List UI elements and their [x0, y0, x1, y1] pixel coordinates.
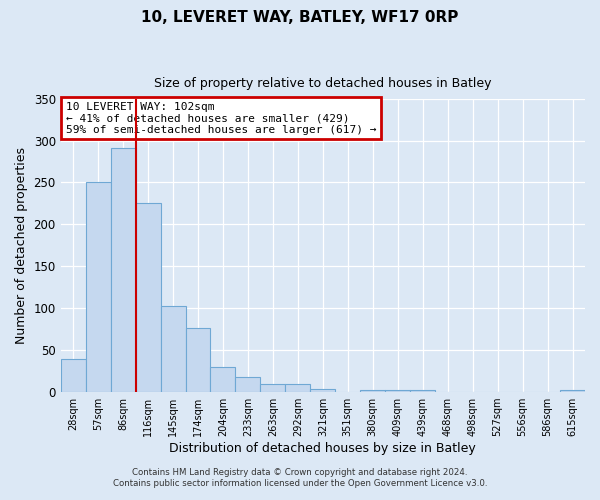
Bar	[86, 182, 110, 392]
Bar	[61, 360, 86, 392]
Text: Contains HM Land Registry data © Crown copyright and database right 2024.
Contai: Contains HM Land Registry data © Crown c…	[113, 468, 487, 487]
Bar	[211, 367, 235, 392]
Bar	[235, 377, 260, 392]
Bar	[185, 328, 211, 392]
Text: 10, LEVERET WAY, BATLEY, WF17 0RP: 10, LEVERET WAY, BATLEY, WF17 0RP	[142, 10, 458, 25]
Title: Size of property relative to detached houses in Batley: Size of property relative to detached ho…	[154, 78, 491, 90]
Text: 10 LEVERET WAY: 102sqm
← 41% of detached houses are smaller (429)
59% of semi-de: 10 LEVERET WAY: 102sqm ← 41% of detached…	[66, 102, 376, 134]
Y-axis label: Number of detached properties: Number of detached properties	[15, 147, 28, 344]
Bar	[110, 148, 136, 392]
Bar	[560, 390, 585, 392]
Bar	[410, 390, 435, 392]
Bar	[260, 384, 286, 392]
Bar	[286, 384, 310, 392]
X-axis label: Distribution of detached houses by size in Batley: Distribution of detached houses by size …	[169, 442, 476, 455]
Bar	[136, 204, 161, 392]
Bar	[310, 388, 335, 392]
Bar	[161, 306, 185, 392]
Bar	[360, 390, 385, 392]
Bar	[385, 390, 410, 392]
